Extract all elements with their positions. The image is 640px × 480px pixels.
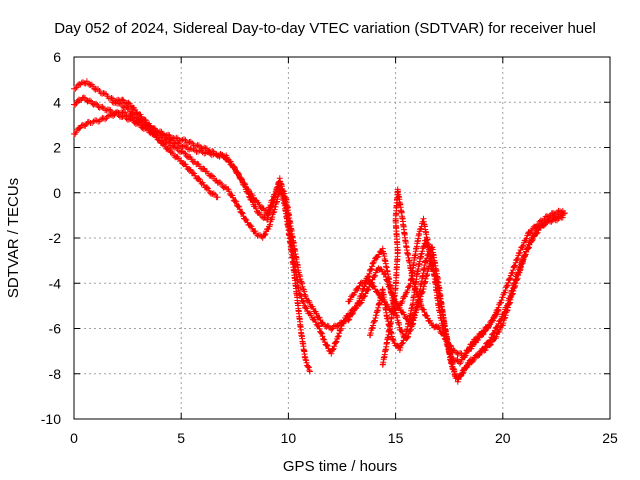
series-trace-g — [345, 215, 435, 317]
y-axis-label: SDTVAR / TECUs — [5, 178, 22, 298]
y-tick-label: 4 — [53, 94, 61, 110]
y-tick-label: -6 — [49, 321, 62, 337]
series-trace-b — [71, 94, 313, 375]
y-tick-label: -2 — [49, 230, 62, 246]
x-tick-label: 25 — [602, 430, 618, 446]
y-tick-label: 6 — [53, 49, 61, 65]
axis-ticks: 0 5 10 15 20 25 -10 -8 -6 -4 -2 0 2 4 6 — [41, 49, 618, 446]
x-tick-label: 15 — [388, 430, 404, 446]
y-tick-label: 2 — [53, 140, 61, 156]
series-trace-f — [379, 186, 502, 368]
y-tick-label: -4 — [49, 275, 62, 291]
x-tick-label: 0 — [70, 430, 78, 446]
data-point-marks — [71, 78, 221, 201]
x-tick-label: 5 — [177, 430, 185, 446]
data-point-marks — [345, 215, 435, 317]
data-point-marks — [379, 186, 502, 368]
y-tick-label: -10 — [41, 411, 61, 427]
x-axis-label: GPS time / hours — [283, 458, 397, 475]
x-tick-label: 20 — [495, 430, 511, 446]
data-point-marks — [71, 94, 313, 375]
chart-title: Day 052 of 2024, Sidereal Day-to-day VTE… — [54, 20, 596, 37]
y-tick-label: -8 — [49, 366, 62, 382]
x-tick-label: 10 — [281, 430, 297, 446]
y-tick-label: 0 — [53, 185, 61, 201]
data-points — [71, 78, 568, 385]
series-trace-a — [71, 78, 221, 201]
grid-lines — [74, 57, 610, 419]
